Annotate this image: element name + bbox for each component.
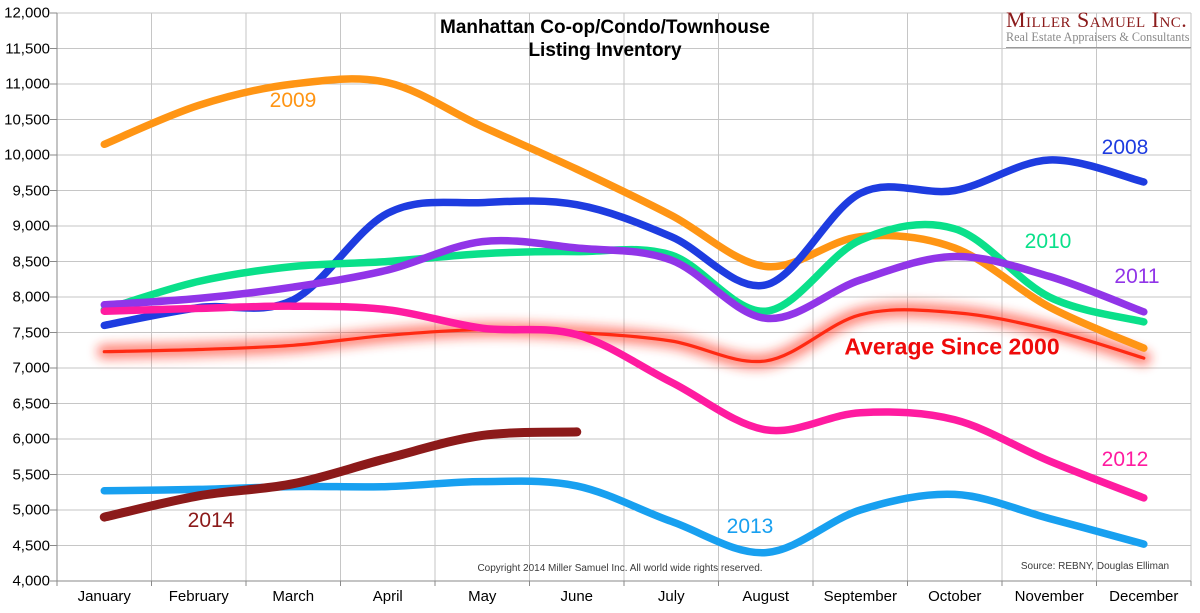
chart-title: Manhattan Co-op/Condo/Townhouse Listing …	[300, 16, 910, 62]
y-tick-label: 11,000	[5, 75, 50, 93]
y-tick-label: 7,500	[12, 324, 50, 341]
y-tick-label: 5,000	[12, 501, 50, 519]
month-label-march: March	[272, 588, 315, 605]
month-label-december: December	[1109, 588, 1179, 605]
source-text: Source: REBNY, Douglas Elliman	[1020, 561, 1170, 572]
month-label-october: October	[928, 588, 982, 605]
series-label-2010: 2010	[1024, 230, 1072, 253]
month-label-february: February	[168, 588, 229, 605]
chart-title-line1: Manhattan Co-op/Condo/Townhouse	[440, 17, 770, 38]
y-tick-label: 10,500	[4, 111, 50, 128]
y-tick-label: 9,000	[12, 217, 50, 235]
series-line-2008	[100, 156, 1148, 330]
month-label-january: January	[77, 588, 131, 605]
logo-tagline: Real Estate Appraisers & Consultants	[1006, 30, 1190, 44]
y-tick-label: 10,000	[4, 146, 50, 164]
y-tick-label: 8,000	[12, 288, 50, 306]
series-label-2013: 2013	[726, 515, 774, 538]
series-label-2012: 2012	[1101, 448, 1149, 471]
y-tick-label: 4,500	[12, 537, 50, 554]
y-tick-label: 11,500	[5, 40, 50, 57]
series-label-2014: 2014	[187, 509, 235, 532]
series-label-2008: 2008	[1101, 136, 1149, 159]
y-tick-label: 5,500	[12, 466, 50, 483]
copyright-text: Copyright 2014 Miller Samuel Inc. All wo…	[477, 563, 763, 574]
y-tick-label: 9,500	[12, 182, 50, 199]
series-line-2011	[100, 236, 1148, 323]
y-tick-label: 6,500	[12, 395, 50, 412]
series-label-2011: 2011	[1114, 265, 1160, 288]
month-label-june: June	[560, 588, 594, 605]
series-line-2014	[99, 427, 582, 522]
y-tick-label: 4,000	[12, 572, 50, 590]
month-label-july: July	[657, 588, 685, 605]
series-label-average-since-2000: Average Since 2000	[844, 333, 1060, 360]
logo: Miller Samuel Inc. Real Estate Appraiser…	[1006, 9, 1191, 48]
month-label-may: May	[468, 588, 497, 605]
series-lines	[96, 75, 1152, 557]
series-line-2012	[100, 302, 1148, 502]
month-label-november: November	[1014, 588, 1084, 605]
month-label-april: April	[372, 588, 403, 605]
y-tick-label: 7,000	[12, 359, 50, 377]
chart-title-line2: Listing Inventory	[528, 40, 682, 61]
logo-name: Miller Samuel Inc.	[1006, 7, 1188, 32]
y-tick-label: 6,000	[12, 430, 50, 448]
month-label-august: August	[742, 588, 790, 605]
y-tick-label: 8,500	[12, 253, 50, 270]
y-tick-label: 12,000	[4, 4, 50, 22]
month-label-september: September	[823, 588, 897, 605]
series-label-2009: 2009	[269, 89, 317, 112]
series-line-average-since-2000	[102, 308, 1146, 364]
